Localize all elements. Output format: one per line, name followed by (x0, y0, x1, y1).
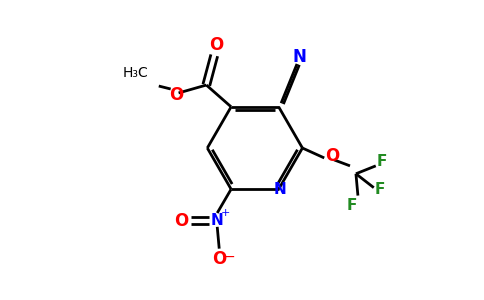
Text: O: O (174, 212, 189, 230)
Text: N: N (292, 48, 306, 66)
Text: O: O (212, 250, 227, 268)
Text: −: − (223, 250, 235, 264)
Text: +: + (221, 208, 230, 218)
Text: O: O (209, 36, 223, 54)
Text: F: F (347, 198, 357, 213)
Text: F: F (377, 154, 387, 169)
Text: O: O (169, 86, 184, 104)
Text: N: N (211, 213, 224, 228)
Text: H₃C: H₃C (123, 66, 149, 80)
Text: O: O (325, 147, 339, 165)
Text: N: N (273, 182, 286, 197)
Text: F: F (375, 182, 385, 197)
